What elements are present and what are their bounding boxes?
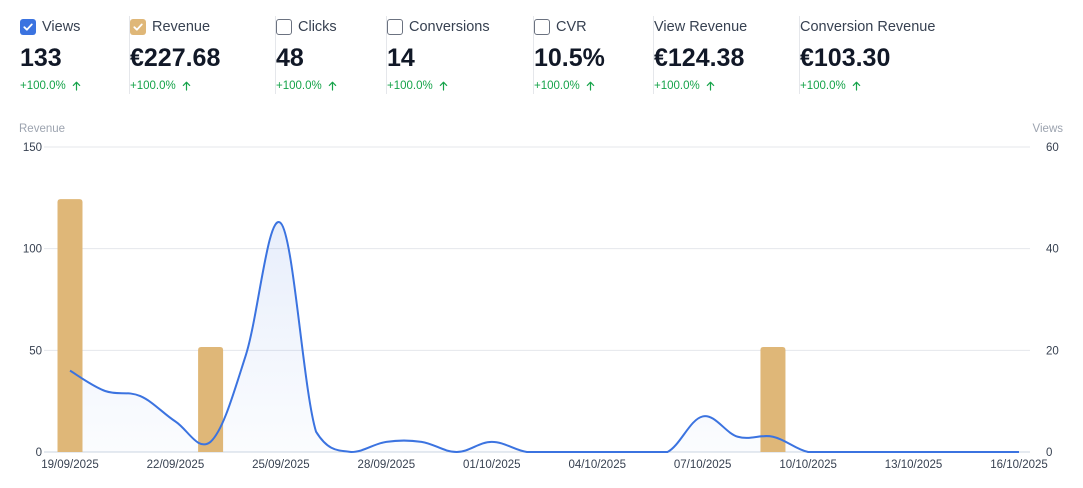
- metric-change: +100.0%: [387, 80, 490, 92]
- metric-label: Views: [42, 19, 81, 35]
- metric-conversions: Conversions 14 +100.0%: [386, 16, 490, 98]
- x-tick-label: 16/10/2025: [990, 459, 1048, 471]
- metric-label: Revenue: [152, 19, 211, 35]
- cvr-checkbox[interactable]: [534, 19, 550, 35]
- metric-conversion-revenue: Conversion Revenue €103.30 +100.0%: [798, 16, 935, 98]
- metric-value: 48: [276, 44, 304, 72]
- arrow-up-icon: [586, 81, 595, 91]
- metric-label: View Revenue: [654, 19, 748, 35]
- left-y-tick-label: 150: [23, 142, 42, 154]
- views-area: [70, 222, 1019, 452]
- metric-value: €227.68: [130, 44, 221, 72]
- left-axis-label: Revenue: [19, 123, 65, 135]
- revenue-bar[interactable]: [760, 346, 786, 452]
- metric-header: View Revenue: [654, 16, 747, 38]
- grid: [44, 146, 1030, 453]
- x-tick-label: 22/09/2025: [147, 459, 205, 471]
- metric-change-text: +100.0%: [20, 80, 66, 92]
- left-y-tick-label: 0: [36, 447, 42, 459]
- views-line-layer: [69, 221, 1019, 454]
- right-axis-label: Views: [1033, 123, 1064, 135]
- metric-value: 133: [20, 44, 62, 72]
- metric-change: +100.0%: [800, 80, 935, 92]
- x-ticks: 19/09/2025 22/09/2025 25/09/2025 28/09/2025…: [41, 459, 1048, 471]
- metric-change-text: +100.0%: [800, 80, 846, 92]
- x-tick-label: 13/10/2025: [885, 459, 943, 471]
- metric-label: CVR: [556, 19, 587, 35]
- right-y-tick-label: 20: [1046, 345, 1059, 357]
- views-line: [69, 221, 1019, 454]
- metric-change-text: +100.0%: [654, 80, 700, 92]
- metric-value: 10.5%: [534, 44, 605, 72]
- metric-change: +100.0%: [20, 80, 81, 92]
- metrics-bar: Views 133 +100.0% Revenue €227.68 +100.0% Clic…: [0, 0, 1083, 100]
- x-tick-label: 19/09/2025: [41, 459, 99, 471]
- x-tick-label: 01/10/2025: [463, 459, 521, 471]
- conversions-checkbox[interactable]: [387, 19, 403, 35]
- metric-change: +100.0%: [534, 80, 605, 92]
- right-y-tick-label: 40: [1046, 244, 1059, 256]
- metric-header: Views: [20, 16, 81, 38]
- left-y-tick-label: 50: [29, 345, 42, 357]
- metric-value: 14: [387, 44, 415, 72]
- metric-value: €124.38: [654, 44, 745, 72]
- chart-svg: Revenue Views 0 50 100 150 0 20 40 60 19/09/20…: [19, 123, 1064, 471]
- arrow-up-icon: [706, 81, 715, 91]
- metric-change: +100.0%: [654, 80, 747, 92]
- metric-change-text: +100.0%: [534, 80, 580, 92]
- left-y-tick-label: 100: [23, 244, 42, 256]
- revenue-bar[interactable]: [198, 346, 224, 452]
- metric-header: Conversion Revenue: [800, 16, 935, 38]
- x-tick-label: 07/10/2025: [674, 459, 732, 471]
- revenue-views-chart: Revenue Views 0 50 100 150 0 20 40 60 19/09/20…: [0, 110, 1083, 488]
- right-y-ticks: 0 20 40 60: [1046, 142, 1059, 459]
- arrow-up-icon: [72, 81, 81, 91]
- metric-label: Clicks: [298, 19, 337, 35]
- metric-view-revenue: View Revenue €124.38 +100.0%: [652, 16, 747, 98]
- metric-cvr: CVR 10.5% +100.0%: [533, 16, 605, 98]
- metric-header: Conversions: [387, 16, 490, 38]
- metric-header: Clicks: [276, 16, 337, 38]
- left-y-ticks: 0 50 100 150: [23, 142, 42, 459]
- metric-value: €103.30: [800, 44, 891, 72]
- arrow-up-icon: [852, 81, 861, 91]
- metric-change-text: +100.0%: [130, 80, 176, 92]
- x-tick-label: 10/10/2025: [779, 459, 837, 471]
- arrow-up-icon: [439, 81, 448, 91]
- metric-change-text: +100.0%: [387, 80, 433, 92]
- metric-clicks: Clicks 48 +100.0%: [275, 16, 337, 98]
- metric-header: CVR: [534, 16, 605, 38]
- metric-change: +100.0%: [276, 80, 337, 92]
- revenue-checkbox[interactable]: [130, 19, 146, 35]
- views-checkbox[interactable]: [20, 19, 36, 35]
- x-tick-label: 28/09/2025: [358, 459, 416, 471]
- x-tick-label: 25/09/2025: [252, 459, 310, 471]
- clicks-checkbox[interactable]: [276, 19, 292, 35]
- check-icon: [133, 23, 143, 31]
- metric-change-text: +100.0%: [276, 80, 322, 92]
- arrow-up-icon: [328, 81, 337, 91]
- metric-label: Conversions: [409, 19, 490, 35]
- metric-views: Views 133 +100.0%: [20, 16, 81, 98]
- views-area-fill: [70, 222, 1019, 452]
- metric-header: Revenue: [130, 16, 220, 38]
- revenue-bars: [57, 199, 786, 452]
- metric-change: +100.0%: [130, 80, 220, 92]
- check-icon: [23, 23, 33, 31]
- x-tick-label: 04/10/2025: [568, 459, 626, 471]
- right-y-tick-label: 0: [1046, 447, 1052, 459]
- revenue-bar[interactable]: [57, 199, 83, 452]
- arrow-up-icon: [182, 81, 191, 91]
- metric-label: Conversion Revenue: [800, 19, 936, 35]
- right-y-tick-label: 60: [1046, 142, 1059, 154]
- metric-revenue: Revenue €227.68 +100.0%: [128, 16, 221, 98]
